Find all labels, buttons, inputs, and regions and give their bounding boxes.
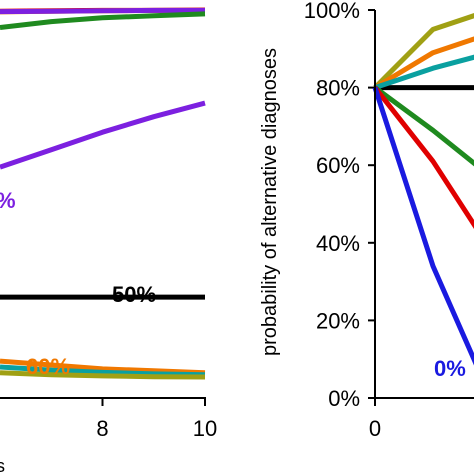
right-series-line-3 (374, 54, 474, 90)
right-x-ticks: 0 (369, 398, 381, 441)
left-series-line-2 (0, 7, 205, 15)
left-x-ticks: 8 10 (96, 398, 217, 441)
right-y-tick-label-4: 80% (316, 76, 360, 101)
right-annotation-0-percent: 0% (434, 356, 466, 381)
right-y-tick-label-1: 20% (316, 308, 360, 333)
left-annotation-60-percent: 60% (26, 354, 70, 379)
left-annotation-purple-percent: % (0, 188, 16, 213)
left-series-group (0, 7, 206, 380)
right-y-tick-label-2: 40% (316, 231, 360, 256)
right-y-tick-label-3: 60% (316, 153, 360, 178)
right-series-line-5 (373, 86, 474, 230)
left-series-line-4 (0, 100, 206, 170)
right-y-axis-title: probability of alternative diagnoses (259, 48, 281, 356)
left-series-line-8 (0, 370, 206, 380)
left-x-tick-label-0: 8 (96, 416, 108, 441)
right-chart-panel: probability of alternative diagnoses 0% 2… (259, 0, 474, 441)
left-annotation-50-percent: 50% (112, 282, 156, 307)
right-series-group (372, 13, 474, 366)
right-series-line-2 (373, 36, 474, 90)
left-series-line-6 (0, 358, 206, 376)
right-y-tick-label-0: 0% (328, 386, 360, 411)
right-series-line-4 (373, 85, 474, 167)
right-y-tick-label-5: 100% (304, 0, 360, 23)
right-y-ticks: 0% 20% 40% 60% 80% 100% (304, 0, 375, 411)
right-series-line-6 (372, 86, 474, 366)
right-x-tick-label-0: 0 (369, 416, 381, 441)
left-series-line-3 (0, 11, 206, 30)
left-chart-panel: 8 10 % 50% 60% s (0, 7, 217, 474)
right-series-line-1 (373, 13, 474, 90)
left-x-tick-label-1: 10 (193, 416, 217, 441)
left-series-line-7 (0, 364, 206, 378)
left-x-axis-label-fragment: s (0, 456, 5, 474)
